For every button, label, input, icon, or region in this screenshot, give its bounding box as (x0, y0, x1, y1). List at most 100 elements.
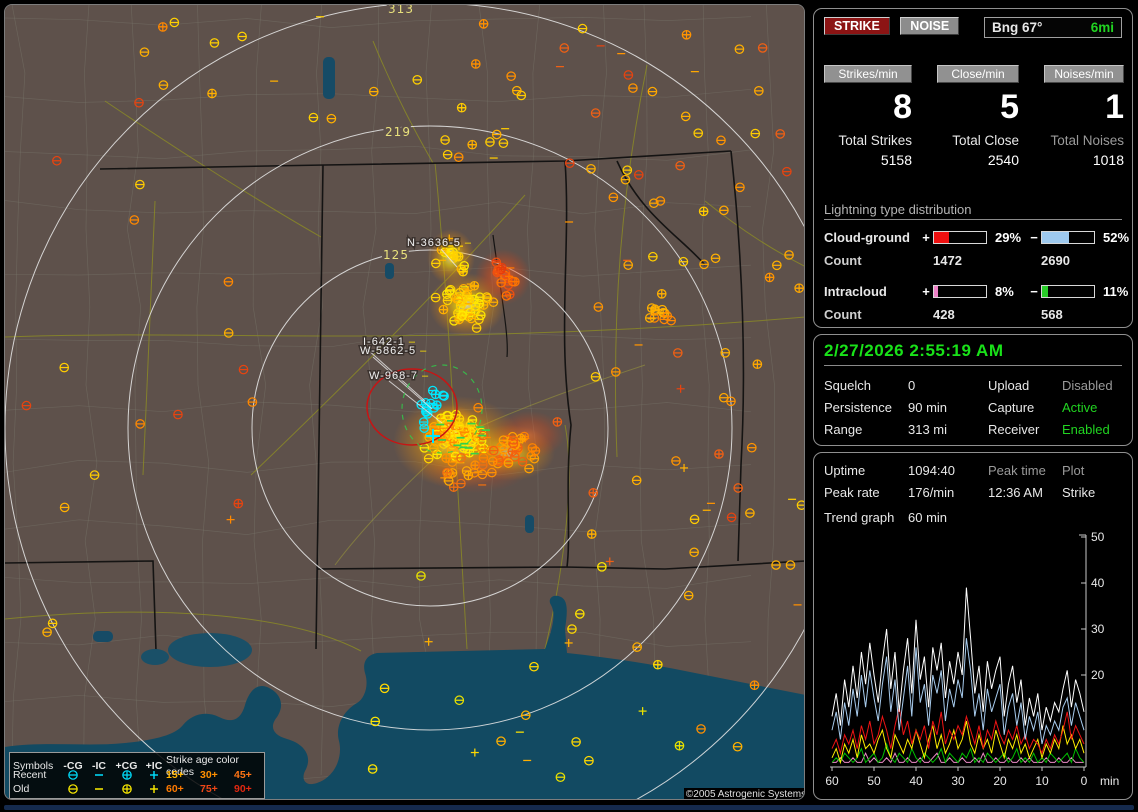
strike-map-panel[interactable]: 313 219 125 N-3636-5– I-642-1– W-5862-5– W-968… (4, 4, 805, 800)
range-value: 313 mi (908, 422, 948, 437)
ic-minus-icon (87, 783, 111, 795)
cloud-ground-label: Cloud-ground (824, 230, 910, 245)
total-close-label: Total Close (952, 133, 1019, 148)
svg-text:40: 40 (1091, 576, 1105, 590)
cg-count-label: Count (824, 253, 862, 268)
storm-cell-ellipse (401, 364, 483, 454)
plot-label: Plot (1062, 463, 1085, 478)
ic-plus-icon (142, 783, 166, 795)
age-code-75: 75+ (200, 783, 218, 795)
lake (385, 263, 394, 279)
ic-positive-count: 428 (933, 307, 955, 322)
strikes-per-min-chip[interactable]: Strikes/min (824, 65, 912, 83)
symbol-legend: Symbols -CG -IC +CG +IC Strike age color… (9, 752, 265, 799)
peak-rate-label: Peak rate (824, 485, 880, 500)
noise-mode-button[interactable]: NOISE (900, 17, 960, 35)
svg-text:125: 125 (383, 248, 409, 262)
uptime-value: 1094:40 (908, 463, 955, 478)
trend-panel: Uptime 1094:40 Peak time Plot Peak rate … (813, 452, 1133, 800)
svg-text:N-3636-5–: N-3636-5– (407, 237, 472, 249)
legend-recent-label: Recent (13, 769, 47, 781)
peak-time-label: Peak time (988, 463, 1046, 478)
close-per-min-chip[interactable]: Close/min (937, 65, 1019, 83)
ic-minus-icon (87, 769, 111, 781)
svg-text:20: 20 (1091, 668, 1105, 682)
capture-label: Capture (988, 400, 1035, 415)
cg-positive-pct: 29% (995, 230, 1022, 245)
distribution-title: Lightning type distribution (824, 202, 1122, 220)
svg-text:313: 313 (388, 5, 414, 16)
gulf-water (5, 57, 804, 799)
cg-negative-pct: 52% (1103, 230, 1130, 245)
cg-positive-count: 1472 (933, 253, 962, 268)
receiver-label: Receiver (988, 422, 1040, 437)
intracloud-label: Intracloud (824, 284, 887, 299)
persistence-label: Persistence (824, 400, 892, 415)
squelch-value: 0 (908, 378, 916, 393)
trend-graph-window: 60 min (908, 510, 948, 525)
legend-symbols-title: Symbols (13, 760, 54, 772)
ic-negative-bar (1041, 285, 1095, 298)
stats-panel: STRIKE NOISE Bng 67° 6mi Strikes/min Clo… (813, 8, 1133, 328)
age-code-15: 15+ (166, 769, 184, 781)
ic-plus-icon (142, 769, 166, 781)
svg-text:60: 60 (825, 774, 839, 788)
strike-symbols (21, 16, 804, 783)
noises-per-min-chip[interactable]: Noises/min (1044, 65, 1124, 83)
copyright-notice: ©2005 Astrogenic Systems (684, 788, 804, 799)
datetime-display: 2/27/2026 2:55:19 AM (824, 341, 1122, 366)
age-code-30: 30+ (200, 769, 218, 781)
state-borders (5, 150, 804, 652)
lake (93, 631, 113, 642)
uptime-label: Uptime (824, 463, 866, 478)
legend-col-pos-cg: +CG (115, 760, 138, 772)
plot-mode-value: Strike (1062, 485, 1096, 500)
bearing-value: Bng 67° (992, 20, 1043, 35)
svg-text:50: 50 (1091, 530, 1105, 544)
upload-status: Disabled (1062, 378, 1113, 393)
lake (141, 649, 169, 665)
svg-text:20: 20 (993, 774, 1007, 788)
svg-text:30: 30 (1091, 622, 1105, 636)
svg-text:min: min (1100, 774, 1119, 788)
age-code-90: 90+ (234, 783, 252, 795)
minus-sign: − (1030, 230, 1038, 245)
ic-positive-bar (933, 285, 987, 298)
ic-positive-pct: 8% (995, 284, 1014, 299)
range-label: Range (824, 422, 863, 437)
ic-negative-count: 568 (1041, 307, 1063, 322)
cg-plus-icon (111, 783, 142, 795)
cg-positive-bar (933, 231, 987, 244)
legend-col-neg-cg: -CG (63, 760, 83, 772)
cg-minus-icon (59, 769, 87, 781)
age-code-45: 45+ (234, 769, 252, 781)
svg-text:40: 40 (909, 774, 923, 788)
lake (323, 57, 335, 99)
bearing-distance: 6mi (1090, 20, 1114, 35)
strike-mode-button[interactable]: STRIKE (824, 17, 890, 35)
persistence-value: 90 min (908, 400, 948, 415)
svg-text:10: 10 (1035, 774, 1049, 788)
svg-text:W-968-7–: W-968-7– (369, 370, 429, 382)
close-per-min-value: 5 (1000, 88, 1019, 126)
plus-sign: + (922, 284, 930, 299)
trend-graph-label: Trend graph (824, 510, 895, 525)
cg-plus-icon (111, 769, 142, 781)
minus-sign: − (1030, 284, 1038, 299)
plus-sign: + (922, 230, 930, 245)
total-noises-label: Total Noises (1050, 133, 1124, 148)
bearing-readout: Bng 67° 6mi (984, 17, 1122, 38)
peak-time-value: 12:36 AM (988, 485, 1043, 500)
ic-count-label: Count (824, 307, 862, 322)
legend-age-title: Strike age color codes (166, 754, 239, 778)
svg-text:219: 219 (385, 125, 411, 139)
legend-col-neg-ic: -IC (92, 760, 106, 772)
squelch-label: Squelch (824, 378, 871, 393)
lake (525, 515, 534, 533)
legend-old-label: Old (13, 783, 30, 795)
cg-negative-bar (1041, 231, 1095, 244)
window-bottom-edge (4, 805, 1134, 810)
